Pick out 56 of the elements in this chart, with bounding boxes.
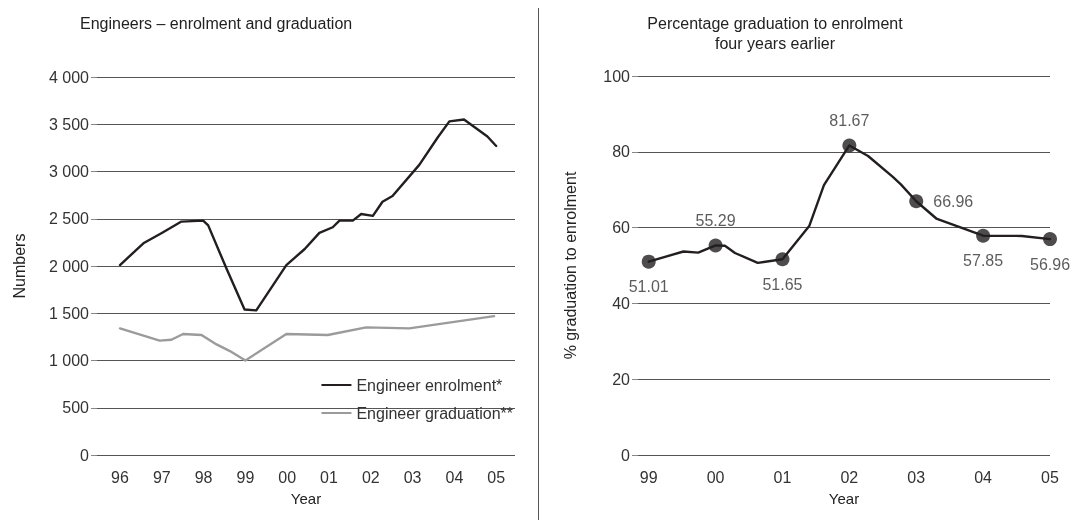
x-tick-label: 96 — [111, 468, 129, 486]
x-tick-label: 03 — [403, 468, 422, 486]
point — [976, 228, 991, 243]
data-label: 55.29 — [695, 211, 736, 229]
data-label: 51.65 — [762, 275, 803, 293]
x-tick-label: 02 — [361, 468, 380, 486]
x-tick-label: 01 — [773, 468, 792, 486]
y-axis-title: % graduation to enrolment — [561, 171, 579, 360]
x-tick-label: 97 — [152, 468, 171, 486]
x-tick-label: 05 — [1041, 468, 1059, 486]
y-tick-label: 4 000 — [48, 68, 90, 86]
y-tick-label: 1 500 — [48, 304, 90, 322]
data-label: 66.96 — [933, 192, 974, 210]
data-label: 51.01 — [628, 278, 669, 296]
y-tick-label: 60 — [612, 219, 631, 237]
data-label: 56.96 — [1029, 255, 1071, 273]
y-tick-label: 20 — [612, 370, 631, 388]
y-axis-title: Numbers — [10, 233, 28, 299]
point — [708, 238, 723, 253]
x-tick-label: 00 — [278, 468, 297, 486]
line-series — [118, 118, 498, 312]
y-tick-label: 3 000 — [48, 163, 90, 180]
y-tick-label: 1 000 — [48, 352, 90, 369]
y-tick-label: 80 — [612, 143, 631, 161]
x-axis-title: Year — [828, 490, 860, 507]
y-tick-label: 0 — [621, 446, 631, 464]
point — [842, 138, 857, 153]
data-label: 81.67 — [829, 111, 870, 129]
x-tick-label: 99 — [236, 468, 255, 486]
y-tick-label: 100 — [603, 67, 631, 85]
chart-title: Percentage graduation to enrolment four years earlier — [647, 14, 904, 52]
y-tick-label: 2 500 — [48, 210, 90, 228]
x-tick-label: 02 — [840, 468, 859, 486]
x-tick-label: 00 — [706, 468, 725, 486]
line-series — [118, 314, 496, 362]
x-tick-label: 99 — [639, 468, 658, 486]
y-tick-label: 3 500 — [48, 115, 90, 133]
data-label: 57.85 — [963, 252, 1004, 270]
chart-title: Engineers – enrolment and graduation — [80, 14, 353, 32]
point — [1043, 232, 1057, 247]
y-tick-label: 0 — [80, 446, 90, 464]
x-tick-label: 04 — [974, 468, 993, 486]
y-tick-label: 2 000 — [48, 257, 90, 275]
x-tick-label: 01 — [320, 468, 338, 486]
y-tick-label: 40 — [612, 294, 631, 312]
x-tick-label: 05 — [487, 468, 506, 486]
point — [775, 252, 790, 267]
x-tick-label: 03 — [907, 468, 926, 486]
x-axis-title: Year — [290, 490, 322, 507]
x-tick-label: 98 — [194, 468, 213, 486]
y-tick-label: 500 — [62, 399, 90, 417]
legend-label: Engineer enrolment* — [356, 376, 503, 394]
point — [909, 194, 924, 209]
legend-label: Engineer graduation** — [356, 404, 513, 422]
x-tick-label: 04 — [445, 468, 464, 486]
point — [641, 254, 656, 269]
